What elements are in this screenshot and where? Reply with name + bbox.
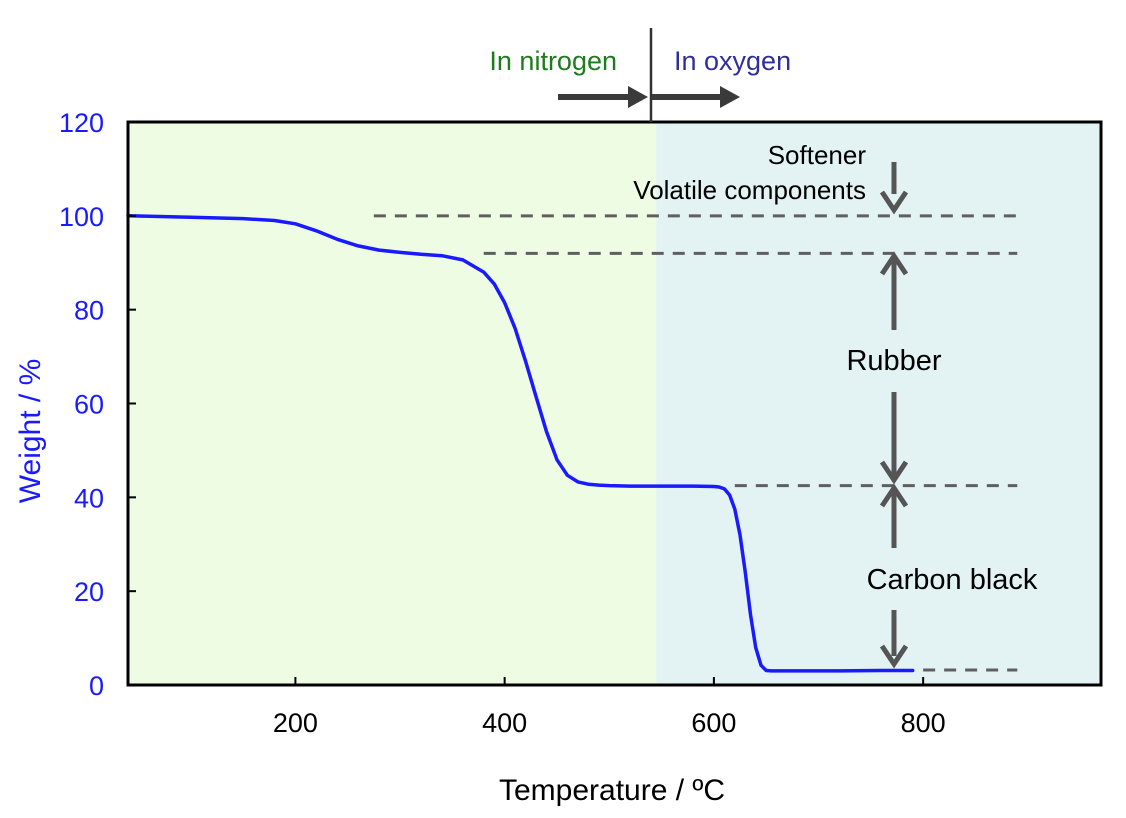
y-tick-label: 80	[74, 296, 104, 326]
carbon-black-down-arrow	[879, 610, 909, 669]
rubber-label: Rubber	[846, 345, 941, 377]
x-tick-label: 400	[482, 708, 527, 738]
y-tick-label: 0	[89, 671, 104, 701]
x-tick-label: 600	[691, 708, 736, 738]
reference-lines	[373, 214, 1018, 672]
carbon-black-label: Carbon black	[867, 564, 1038, 596]
volatile-down-arrow	[879, 162, 909, 215]
weight-curve-group	[126, 214, 915, 673]
softener-label: Softener	[768, 140, 867, 170]
y-tick-label: 40	[74, 483, 104, 513]
oxygen-label: In oxygen	[674, 46, 791, 76]
volatile-components-label: Volatile components	[633, 175, 866, 205]
x-tick-label: 200	[273, 708, 318, 738]
weight-curve	[126, 214, 915, 673]
rubber-up-arrow	[879, 251, 909, 330]
oxygen-region	[656, 122, 1101, 685]
x-tick-label: 800	[901, 708, 946, 738]
y-axis-ticks: 0 20 40 60 80 100 120	[59, 108, 136, 701]
oxygen-arrow	[652, 86, 740, 108]
nitrogen-region	[128, 122, 657, 685]
y-tick-label: 100	[59, 202, 104, 232]
y-axis-title: Weight / %	[14, 359, 47, 504]
rubber-down-arrow	[879, 392, 909, 485]
y-tick-label: 120	[59, 108, 104, 138]
carbon-black-up-arrow	[879, 483, 909, 548]
x-axis-ticks: 200 400 600 800	[273, 677, 946, 738]
nitrogen-label: In nitrogen	[489, 46, 617, 76]
x-axis-title: Temperature / ºC	[499, 774, 725, 807]
y-tick-label: 60	[74, 390, 104, 420]
y-tick-label: 20	[74, 577, 104, 607]
nitrogen-arrow	[558, 86, 648, 108]
